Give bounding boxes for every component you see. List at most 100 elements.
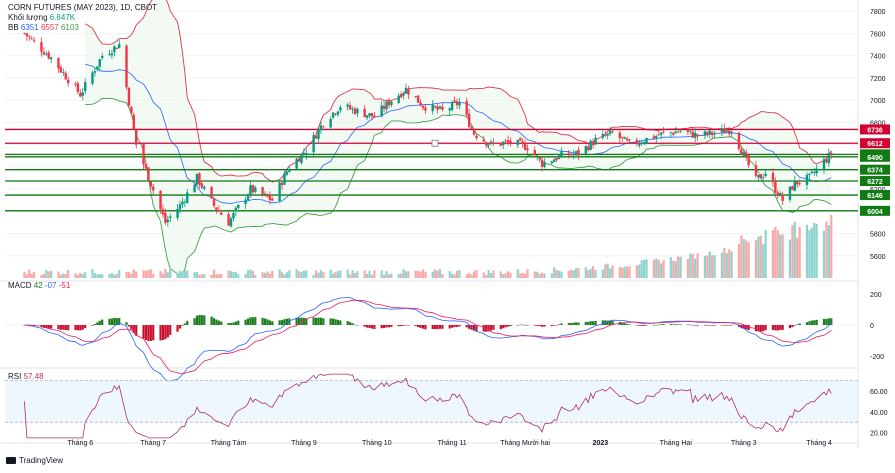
macd-hist-bar xyxy=(283,319,286,325)
volume-bar xyxy=(319,270,323,278)
volume-bar xyxy=(533,271,536,278)
volume-bar xyxy=(492,270,495,278)
candle-body xyxy=(348,105,352,110)
macd-hist-bar xyxy=(827,318,830,325)
candle-body xyxy=(441,107,444,110)
macd-hist-bar xyxy=(776,325,779,331)
price-tick-label: 5600 xyxy=(870,254,886,261)
volume-bar xyxy=(47,271,50,278)
volume-bar xyxy=(125,271,128,278)
macd-hist-bar xyxy=(365,325,369,328)
macd-hist-bar xyxy=(336,319,340,325)
macd-hist-bar xyxy=(127,325,131,327)
volume-bar xyxy=(135,271,138,278)
volume-bar xyxy=(147,270,150,278)
candle-body xyxy=(453,100,456,102)
macd-hist-bar xyxy=(557,324,561,325)
volume-bar xyxy=(263,272,267,278)
volume-bar xyxy=(346,269,349,278)
volume-bar xyxy=(606,263,609,278)
volume-bar xyxy=(271,270,274,278)
legend-volume[interactable]: Khối lượng 6.847K xyxy=(8,13,75,22)
macd-hist-bar xyxy=(297,317,301,325)
macd-hist-bar xyxy=(509,325,512,327)
candle-body xyxy=(662,131,665,133)
macd-hist-bar xyxy=(519,324,522,326)
macd-hist-bar xyxy=(815,319,818,325)
candle-body xyxy=(608,130,612,134)
candle-body xyxy=(25,33,29,37)
volume-bar xyxy=(227,270,230,278)
candle-body xyxy=(390,101,393,105)
volume-bar xyxy=(485,274,488,278)
candle-body xyxy=(261,187,264,195)
macd-hist-bar xyxy=(810,320,813,325)
macd-value-signal: -51 xyxy=(58,281,71,290)
legend-symbol[interactable]: CORN FUTURES (MAY 2023), 1D, CBOT xyxy=(8,3,157,12)
macd-hist-bar xyxy=(472,325,476,331)
price-tick-label: 7800 xyxy=(870,9,886,16)
volume-bar xyxy=(363,270,366,278)
macd-hist-bar xyxy=(431,325,434,330)
candle-body xyxy=(813,172,816,174)
macd-hist-bar xyxy=(237,320,240,325)
macd-hist-bar xyxy=(380,325,383,329)
volume-bar xyxy=(655,258,658,278)
candle-body xyxy=(506,140,510,142)
macd-hist-bar xyxy=(115,318,118,325)
volume-bar xyxy=(159,271,162,278)
rsi-tick-label: 20.00 xyxy=(870,431,888,438)
candle-body xyxy=(623,137,626,139)
volume-bar xyxy=(723,248,726,278)
candle-body xyxy=(322,126,325,128)
volume-bar xyxy=(288,270,291,278)
legend-rsi[interactable]: RSI 57.48 xyxy=(8,372,44,381)
candle-body xyxy=(810,171,814,173)
volume-bar xyxy=(740,235,743,278)
volume-bar xyxy=(130,273,133,278)
candle-body xyxy=(91,72,94,84)
volume-bar xyxy=(640,260,643,278)
candle-body xyxy=(521,141,524,143)
rsi-value: 57.48 xyxy=(23,372,44,381)
legend-bb[interactable]: BB 6351 6557 6103 xyxy=(8,23,79,32)
volume-bar xyxy=(149,269,152,278)
volume-bar xyxy=(502,274,505,278)
candle-body xyxy=(47,52,50,59)
macd-hist-bar xyxy=(737,325,741,327)
legend-macd[interactable]: MACD 42 -07 -51 xyxy=(8,281,70,290)
macd-hist-bar xyxy=(601,320,604,325)
volume-bar xyxy=(764,230,767,278)
volume-bar xyxy=(118,269,121,278)
candle-body xyxy=(115,47,118,50)
candle-body xyxy=(365,115,369,118)
volume-bar xyxy=(808,229,811,278)
candle-body xyxy=(589,140,592,150)
macd-hist-bar xyxy=(592,321,595,325)
macd-hist-bar xyxy=(822,318,826,325)
candle-body xyxy=(79,92,82,97)
time-tick-label: 2023 xyxy=(593,440,609,447)
volume-bar xyxy=(506,271,510,278)
candle-body xyxy=(827,153,831,164)
candle-body xyxy=(450,102,454,111)
tradingview-brand[interactable]: TradingView xyxy=(6,456,63,465)
volume-bar xyxy=(370,274,374,278)
candle-body xyxy=(164,212,167,223)
macd-hist-bar xyxy=(152,325,155,341)
time-tick-label: Tháng 3 xyxy=(731,440,757,447)
macd-hist-bar xyxy=(278,320,281,325)
volume-bar xyxy=(193,272,196,278)
macd-hist-bar xyxy=(295,317,298,325)
macd-hist-bar xyxy=(655,324,658,326)
candle-body xyxy=(81,92,84,96)
candle-body xyxy=(762,177,765,179)
volume-bars xyxy=(23,214,833,278)
volume-bar xyxy=(212,269,216,278)
volume-bar xyxy=(453,274,456,278)
candle-body xyxy=(830,152,833,155)
candle-body xyxy=(815,168,818,174)
macd-hist-bar xyxy=(441,325,444,329)
